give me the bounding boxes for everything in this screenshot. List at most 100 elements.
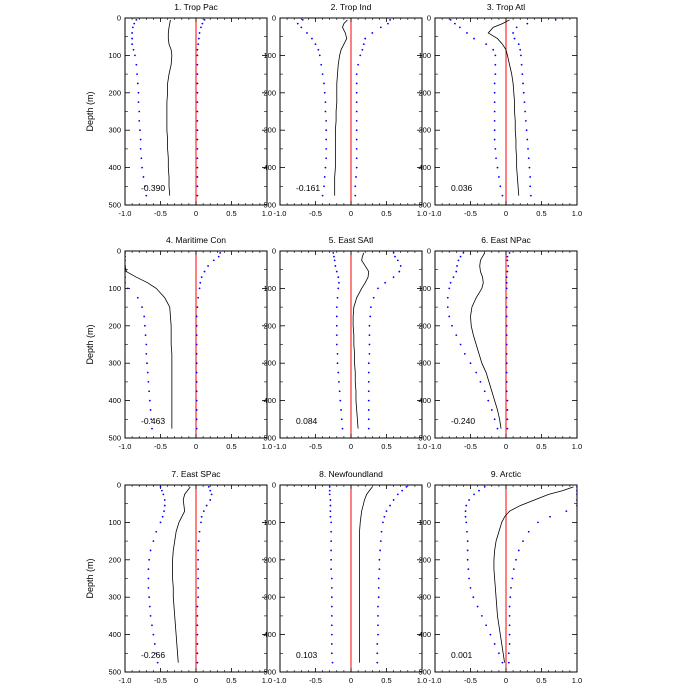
x-tick-label: -1.0: [429, 442, 442, 451]
y-tick-label: 0: [427, 247, 431, 256]
series-upper-dot: [369, 306, 372, 308]
series-lower-dot: [336, 362, 339, 365]
series-lower-dot: [465, 504, 468, 507]
y-tick-label: 0: [117, 14, 121, 23]
series-upper-dot: [196, 73, 199, 75]
series-upper-dot: [392, 276, 395, 279]
series-upper-dot: [355, 166, 358, 169]
series-upper-dot: [197, 596, 200, 599]
series-lower-dot: [330, 596, 333, 599]
y-tick-label: 400: [418, 630, 431, 639]
series-upper-dot: [519, 48, 522, 51]
series-lower-dot: [328, 493, 331, 496]
series-lower-dot: [140, 157, 143, 160]
series-upper-dot: [505, 334, 508, 337]
series-upper-dot: [506, 418, 509, 421]
panel-stat-label: -0.463: [141, 416, 165, 426]
x-tick-label: 0.5: [226, 442, 236, 451]
x-tick-label: -0.5: [464, 676, 477, 685]
panel-frame: [434, 484, 578, 673]
series-upper-dot: [505, 315, 508, 318]
x-tick-label: -0.5: [154, 209, 167, 218]
series-lower-dot: [330, 521, 333, 524]
series-upper-dot: [394, 255, 396, 258]
series-upper-dot: [355, 157, 358, 160]
series-upper-dot: [355, 101, 358, 104]
x-tick-label: 0.5: [381, 676, 391, 685]
y-tick-label: 0: [427, 14, 431, 23]
series-lower-dot: [335, 343, 338, 346]
series-upper-dot: [527, 157, 530, 160]
series-upper-dot: [396, 259, 399, 262]
series-upper-dot: [197, 43, 200, 46]
series-group: [332, 251, 402, 430]
series-lower-dot: [340, 409, 342, 411]
series-lower-dot: [131, 32, 134, 34]
series-upper-dot: [377, 615, 379, 617]
series-upper-dot: [367, 399, 370, 402]
series-upper-dot: [377, 577, 380, 580]
series-upper-dot: [505, 390, 508, 393]
series-lower-dot: [493, 129, 496, 132]
series-lower-dot: [341, 427, 344, 430]
series-lower-dot: [455, 334, 458, 337]
series-upper-dot: [528, 166, 531, 169]
x-tick-label: -0.5: [154, 442, 167, 451]
series-upper-dot: [511, 577, 514, 580]
series-lower-dot: [339, 399, 342, 402]
series-upper-dot: [355, 129, 358, 132]
series-upper-dot: [401, 489, 404, 492]
series-upper-dot: [405, 485, 408, 488]
series-upper-dot: [212, 259, 215, 262]
y-tick-label: 300: [108, 359, 121, 368]
series-upper-dot: [200, 521, 202, 524]
series-lower-dot: [496, 427, 499, 430]
panel-title: 3. Trop Atl: [487, 2, 525, 12]
series-upper-dot: [508, 643, 511, 645]
series-mean-line: [172, 486, 191, 663]
series-upper-dot: [399, 265, 402, 267]
series-upper-dot: [200, 276, 203, 279]
series-upper-dot: [197, 37, 200, 40]
series-lower-dot: [162, 493, 165, 496]
series-upper-dot: [196, 91, 199, 94]
series-lower-dot: [145, 352, 148, 355]
series-lower-dot: [466, 530, 468, 533]
panel-2: 2. Trop Ind -1.0 -0.5 0 0.5 1.0 0 100 200 300 400 5…: [263, 2, 427, 218]
series-upper-dot: [537, 521, 539, 524]
series-lower-dot: [146, 362, 148, 365]
y-axis-label: Depth (m): [85, 91, 95, 131]
series-mean-line: [493, 486, 574, 663]
series-lower-dot: [330, 558, 333, 561]
y-axis-label: Depth (m): [85, 558, 95, 598]
series-upper-dot: [389, 18, 391, 21]
series-lower-dot: [494, 54, 497, 57]
series-lower-dot: [492, 48, 495, 51]
series-lower-dot: [323, 176, 326, 178]
y-tick-label: 0: [117, 247, 121, 256]
series-lower-dot: [139, 138, 142, 141]
series-lower-dot: [328, 489, 331, 492]
series-lower-dot: [448, 315, 451, 318]
panel-3: 3. Trop Atl -1.0 -0.5 0 0.5 1.0 0 100 200 300 400 5…: [418, 2, 582, 218]
y-tick-label: 500: [263, 434, 276, 443]
series-upper-dot: [517, 43, 520, 46]
series-upper-dot: [508, 633, 511, 636]
series-lower-dot: [331, 661, 334, 664]
series-upper-dot: [354, 194, 357, 197]
series-lower-dot: [465, 521, 468, 524]
series-lower-dot: [330, 605, 333, 608]
series-upper-dot: [367, 427, 370, 430]
x-tick-label: 1.0: [417, 442, 427, 451]
series-upper-dot: [398, 270, 401, 273]
series-lower-dot: [144, 334, 147, 337]
series-lower-dot: [131, 26, 134, 29]
series-upper-dot: [195, 371, 198, 374]
series-lower-dot: [146, 371, 149, 374]
series-lower-dot: [487, 399, 490, 402]
series-lower-dot: [337, 371, 340, 374]
series-upper-dot: [355, 73, 358, 75]
series-lower-dot: [476, 605, 479, 608]
x-tick-label: -0.5: [464, 442, 477, 451]
series-upper-dot: [197, 558, 200, 561]
